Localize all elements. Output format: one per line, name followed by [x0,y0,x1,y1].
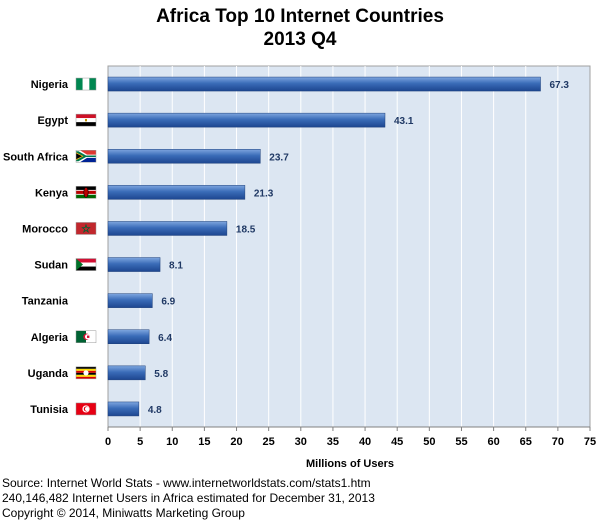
category-label: Tunisia [30,404,69,416]
x-tick-label: 45 [391,436,403,448]
category-label: Uganda [28,368,69,380]
x-tick-label: 35 [327,436,339,448]
south-africa-flag-icon [75,150,97,163]
bar-south-africa [107,149,261,164]
egypt-flag-icon [75,113,97,127]
category-label: Kenya [35,187,69,199]
algeria-flag-icon [75,330,97,343]
chart-title-line-1: Africa Top 10 Internet Countries [156,6,444,27]
footer-source: Source: Internet World Stats - www.inter… [2,476,371,490]
footer-copyright: Copyright © 2014, Miniwatts Marketing Gr… [2,506,245,520]
bar-morocco [107,221,228,236]
category-label: Morocco [22,223,68,235]
value-label: 43.1 [394,116,414,127]
sudan-flag-icon [75,258,97,271]
uganda-flag-icon [75,366,97,380]
category-label: South Africa [3,151,69,163]
category-label: Tanzania [22,296,69,308]
x-axis: 0 5 10 15 20 25 30 35 40 45 50 55 60 65 70 75 [105,426,596,448]
x-tick-label: 55 [455,436,467,448]
bar-kenya [107,185,246,200]
value-label: 21.3 [254,188,274,199]
tunisia-flag-icon [75,402,97,416]
value-label: 6.9 [161,297,175,308]
value-label: 67.3 [550,80,570,91]
x-tick-label: 65 [520,436,532,448]
category-labels: Nigeria Egypt South Africa Kenya Morocco Suda… [3,79,69,416]
footer-estimate: 240,146,482 Internet Users in Africa est… [2,491,375,505]
flags [75,77,97,416]
value-label: 4.8 [148,405,162,416]
x-tick-label: 75 [584,436,596,448]
x-tick-label: 0 [105,436,111,448]
x-tick-label: 5 [137,436,143,448]
x-tick-label: 40 [359,436,371,448]
bars [107,76,541,417]
x-tick-label: 25 [263,436,275,448]
value-label: 8.1 [169,261,183,272]
nigeria-flag-icon [75,77,97,91]
category-label: Sudan [34,260,68,272]
bar-tanzania [107,293,153,308]
value-label: 6.4 [158,333,172,344]
value-label: 5.8 [154,369,168,380]
bar-sudan [107,257,161,272]
bar-nigeria [107,76,541,92]
x-tick-label: 30 [295,436,307,448]
chart-title-line-2: 2013 Q4 [264,29,337,50]
bar-egypt [107,112,386,128]
category-label: Nigeria [31,79,69,91]
value-labels: 67.3 43.1 23.7 21.3 18.5 8.1 6.9 6.4 5.8 4.8 [148,80,570,416]
x-tick-label: 70 [552,436,564,448]
value-label: 23.7 [269,152,289,163]
kenya-flag-icon [75,186,97,199]
category-label: Algeria [31,332,69,344]
value-label: 18.5 [236,224,256,235]
x-axis-title: Millions of Users [306,458,394,470]
x-tick-label: 10 [166,436,178,448]
bar-algeria [107,329,150,344]
bar-uganda [107,365,146,381]
bar-tunisia [107,401,140,417]
x-tick-label: 20 [230,436,242,448]
morocco-flag-icon [75,222,97,235]
x-tick-label: 50 [423,436,435,448]
x-tick-label: 60 [487,436,499,448]
category-label: Egypt [37,115,68,127]
x-tick-label: 15 [198,436,210,448]
